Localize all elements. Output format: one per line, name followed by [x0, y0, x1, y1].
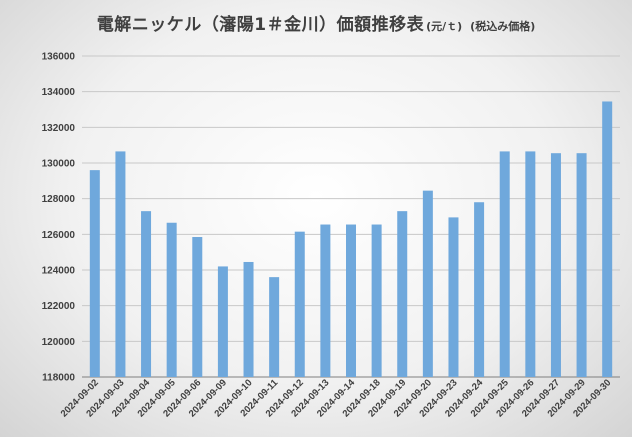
- y-tick-label: 136000: [42, 52, 76, 63]
- y-tick-label: 124000: [42, 266, 76, 277]
- y-axis-ticks: 118000 120000 122000 124000 126000 128000 1300…: [42, 52, 76, 384]
- bar: [89, 170, 100, 377]
- bar: [166, 222, 177, 377]
- bar: [448, 217, 459, 377]
- bar: [525, 151, 536, 377]
- chart-title-note: (税込み価格): [470, 20, 536, 33]
- bar-series: [89, 101, 613, 377]
- chart-title-main: 電解ニッケル（瀋陽1＃金川）価額推移表: [96, 15, 425, 35]
- bar: [602, 101, 613, 377]
- bar: [550, 153, 561, 377]
- y-tick-label: 134000: [42, 87, 76, 98]
- bar: [499, 151, 510, 377]
- bar: [141, 211, 152, 377]
- chart-title: 電解ニッケル（瀋陽1＃金川）価額推移表 (元/ｔ) (税込み価格): [0, 10, 632, 35]
- y-tick-label: 132000: [42, 123, 76, 134]
- bar: [192, 237, 203, 377]
- bar: [115, 151, 126, 377]
- y-tick-label: 128000: [42, 194, 76, 205]
- bar: [217, 266, 228, 377]
- bar: [397, 211, 408, 377]
- bar: [474, 202, 485, 377]
- bar: [320, 224, 331, 377]
- bar: [422, 190, 433, 377]
- bar: [346, 224, 356, 377]
- chart-title-unit: (元/ｔ): [426, 20, 463, 33]
- y-tick-label: 126000: [42, 230, 76, 241]
- x-axis-ticks: 2024-09-022024-09-032024-09-042024-09-05…: [59, 377, 614, 420]
- bar: [371, 224, 382, 377]
- bar: [243, 261, 254, 377]
- y-tick-label: 130000: [42, 159, 76, 170]
- y-tick-label: 118000: [42, 373, 75, 384]
- y-tick-label: 122000: [42, 301, 76, 312]
- bar: [576, 153, 587, 377]
- y-tick-label: 120000: [42, 337, 76, 348]
- bar: [269, 277, 280, 377]
- bar: [294, 231, 305, 377]
